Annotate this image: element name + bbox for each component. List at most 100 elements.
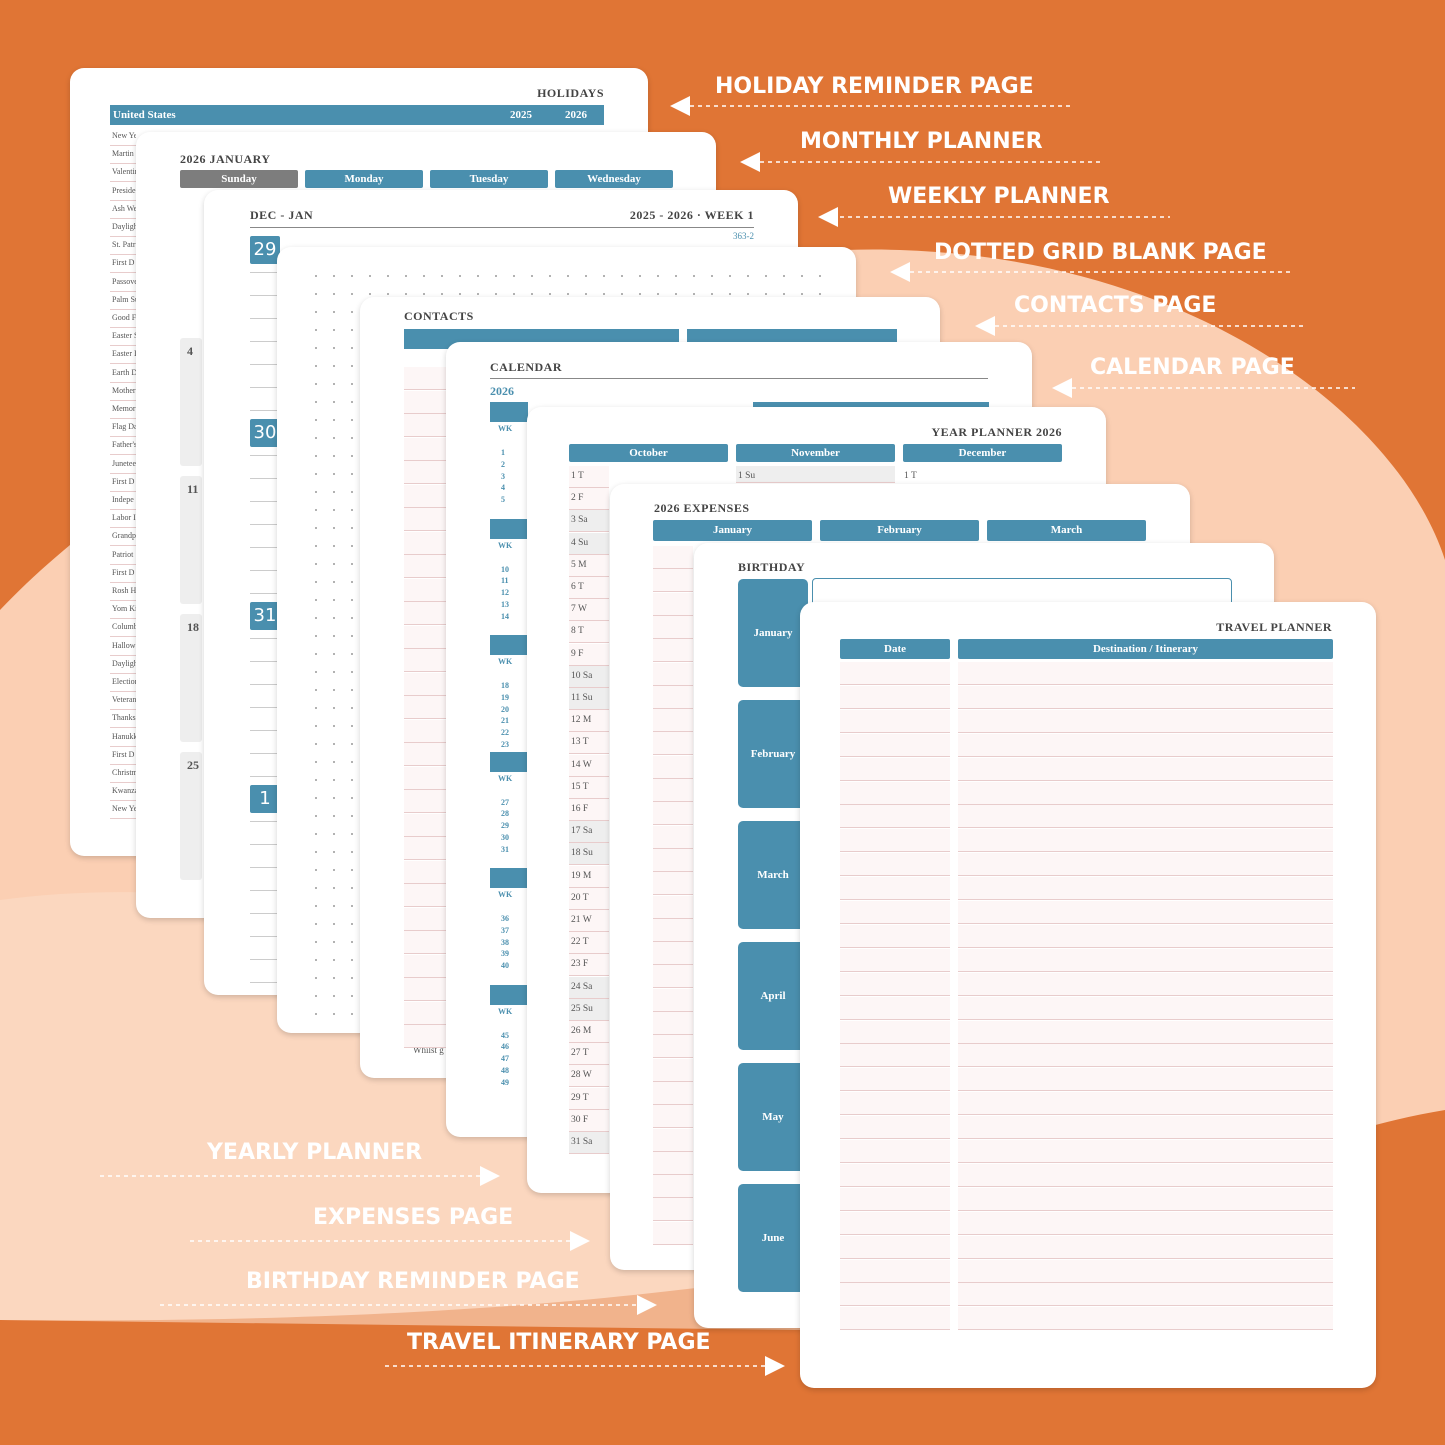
year: 2026 xyxy=(565,109,587,121)
day-row xyxy=(569,954,609,977)
row xyxy=(653,872,693,896)
date: 11 xyxy=(187,482,199,496)
week-number: 18 xyxy=(501,681,509,690)
holiday-name: Yom Ki xyxy=(112,604,136,614)
row xyxy=(404,813,446,837)
row xyxy=(840,733,950,757)
rule xyxy=(250,227,754,228)
holiday-name: First D xyxy=(112,749,135,759)
row xyxy=(404,625,446,649)
line xyxy=(250,936,280,937)
row xyxy=(840,1092,950,1116)
day-row xyxy=(569,710,609,733)
month-tab: January xyxy=(738,579,808,687)
week-number: 20 xyxy=(501,704,509,714)
holiday-name: Christm xyxy=(112,768,136,777)
holiday-row xyxy=(110,637,136,656)
page-title: CALENDAR xyxy=(490,360,563,374)
row xyxy=(653,895,693,919)
row xyxy=(653,1221,693,1245)
date: 18 xyxy=(187,620,199,634)
row xyxy=(653,848,693,872)
row xyxy=(404,1025,446,1048)
holiday-name: Dayligh xyxy=(112,658,136,668)
column-header: Date xyxy=(840,639,950,659)
row xyxy=(958,781,1333,805)
holiday-name: Easter S xyxy=(112,331,136,341)
row xyxy=(958,924,1333,948)
day-row xyxy=(569,599,609,622)
day: 25 Su xyxy=(571,1003,593,1014)
holiday-row xyxy=(110,182,136,201)
row xyxy=(958,805,1333,829)
row xyxy=(958,1092,1333,1116)
wk-label: WK xyxy=(498,657,513,666)
holiday-row xyxy=(110,419,136,438)
row xyxy=(840,1116,950,1140)
line xyxy=(250,524,280,525)
day: 23 F xyxy=(571,959,589,970)
row xyxy=(653,1151,693,1175)
holiday-name: New Year's xyxy=(112,131,136,140)
row xyxy=(840,709,950,733)
page-title: BIRTHDAY xyxy=(738,560,806,574)
row xyxy=(840,757,950,781)
line xyxy=(250,295,280,296)
callout-label: DOTTED GRID BLANK PAGE xyxy=(934,240,1267,265)
week-number: 1 xyxy=(501,448,505,457)
holiday-row xyxy=(110,346,136,365)
row xyxy=(653,1035,693,1059)
callout-label: YEARLY PLANNER xyxy=(207,1140,423,1165)
callout-label: EXPENSES PAGE xyxy=(313,1205,514,1230)
row xyxy=(653,709,693,733)
holiday-row xyxy=(110,455,136,474)
holiday-row xyxy=(110,146,136,165)
holiday-name: Hallow xyxy=(112,640,136,650)
day: 21 W xyxy=(571,915,592,925)
holiday-name: Election xyxy=(112,677,136,686)
row xyxy=(653,779,693,802)
line xyxy=(250,776,280,777)
week-number: 13 xyxy=(501,599,509,609)
callout-label: WEEKLY PLANNER xyxy=(888,184,1110,209)
holiday-row xyxy=(110,710,136,729)
holiday-name: Labor I xyxy=(112,513,136,523)
holiday-row xyxy=(110,546,136,565)
date-badge: 30 xyxy=(250,419,280,447)
holiday-name: First D xyxy=(112,567,135,577)
page-title: TRAVEL PLANNER xyxy=(1216,620,1332,634)
day: 14 W xyxy=(571,759,592,770)
row xyxy=(404,672,446,696)
day-header: Sunday xyxy=(180,170,298,188)
day: 24 Sa xyxy=(571,981,593,992)
holiday-row xyxy=(110,473,136,492)
day: 3 Sa xyxy=(571,515,588,526)
day: 19 M xyxy=(571,870,592,881)
row xyxy=(958,1068,1333,1092)
holiday-row xyxy=(110,564,136,583)
day-row xyxy=(569,688,609,710)
week-number: 49 xyxy=(501,1077,509,1087)
row xyxy=(404,907,446,931)
row xyxy=(840,1020,950,1044)
row xyxy=(958,1283,1333,1307)
row xyxy=(840,1068,950,1092)
row xyxy=(653,802,693,826)
week-number: 29 xyxy=(501,821,509,831)
row xyxy=(958,1235,1333,1259)
day-row xyxy=(569,1065,609,1088)
week-number: 2 xyxy=(501,459,505,469)
day-row xyxy=(569,887,609,910)
holiday-name: Palm Su xyxy=(112,294,136,304)
row xyxy=(958,662,1333,685)
day: 1 Su xyxy=(738,471,756,481)
week-number: 28 xyxy=(501,809,509,819)
callout-label: MONTHLY PLANNER xyxy=(800,129,1043,154)
holiday-name: Memor xyxy=(112,404,136,413)
holiday-name: Junetee xyxy=(112,458,136,468)
row xyxy=(958,948,1333,972)
day-range: 363-2 xyxy=(733,231,754,241)
month-header: February xyxy=(820,520,979,541)
row xyxy=(404,884,446,907)
row xyxy=(958,901,1333,924)
